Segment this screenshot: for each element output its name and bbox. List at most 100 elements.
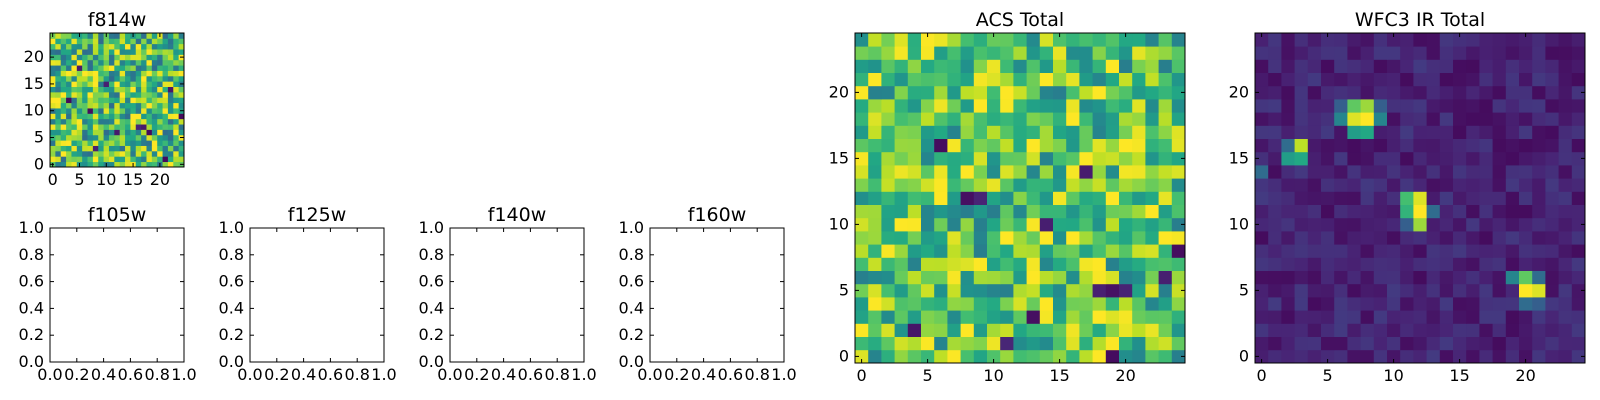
heatmap-cell — [1347, 59, 1361, 73]
heatmap-cell — [119, 43, 126, 50]
y-tick-label: 0.2 — [619, 325, 644, 344]
heatmap-cell — [98, 81, 104, 87]
heatmap-cell — [1373, 99, 1388, 113]
heatmap-cell — [66, 97, 72, 104]
heatmap-cell — [1360, 217, 1375, 232]
heatmap-cell — [130, 65, 137, 71]
heatmap-cell — [1158, 323, 1173, 337]
heatmap-cell — [1426, 297, 1441, 311]
heatmap-cell — [173, 81, 180, 87]
heatmap-cell — [855, 125, 869, 139]
heatmap-cell — [1281, 191, 1295, 205]
heatmap-cell — [1132, 217, 1146, 232]
x-tick-label: 0.6 — [118, 365, 143, 384]
heatmap-cell — [1307, 33, 1322, 47]
heatmap-cell — [108, 86, 115, 93]
heatmap-cell — [119, 49, 126, 55]
heatmap-cell — [1334, 33, 1348, 47]
heatmap-cell — [108, 118, 115, 125]
heatmap-cell — [60, 43, 67, 50]
heatmap-cell — [1066, 46, 1080, 60]
heatmap-cell — [1119, 59, 1133, 73]
heatmap-cell — [1158, 217, 1173, 232]
heatmap-cell — [114, 150, 121, 157]
heatmap-cell — [921, 204, 935, 219]
heatmap-cell — [1255, 112, 1269, 126]
heatmap-cell — [76, 43, 83, 50]
heatmap-cell — [1145, 72, 1159, 87]
heatmap-cell — [1321, 125, 1335, 139]
heatmap-cell — [55, 161, 62, 168]
heatmap-cell — [894, 283, 909, 298]
heatmap-cell — [1105, 138, 1120, 153]
heatmap-cell — [1373, 138, 1388, 153]
heatmap-cell — [141, 102, 147, 109]
heatmap-cell — [1453, 112, 1467, 126]
heatmap-cell — [960, 151, 975, 166]
heatmap-cell — [1145, 270, 1159, 285]
heatmap-cell — [1294, 270, 1309, 285]
heatmap-cell — [151, 33, 158, 39]
panel-title-wfc3-ir-total: WFC3 IR Total — [1355, 9, 1485, 31]
heatmap-cell — [1505, 231, 1520, 245]
heatmap-cell — [55, 65, 62, 71]
heatmap-cell — [141, 140, 147, 146]
heatmap-cell — [1000, 125, 1014, 139]
heatmap-cell — [960, 46, 975, 60]
heatmap-cell — [1066, 283, 1080, 298]
heatmap-cell — [1373, 46, 1388, 60]
heatmap-cell — [1571, 297, 1586, 311]
heatmap-cell — [894, 85, 909, 100]
heatmap-cell — [119, 113, 126, 120]
heatmap-cell — [108, 129, 115, 136]
heatmap-cell — [1268, 297, 1282, 311]
heatmap-cell — [1255, 46, 1269, 60]
y-tick-label: 0.4 — [19, 298, 44, 317]
heatmap-cell — [1387, 297, 1401, 311]
heatmap-cell — [1334, 165, 1348, 179]
heatmap-cell — [1294, 257, 1309, 271]
heatmap-cell — [157, 156, 163, 163]
heatmap-cell — [855, 217, 869, 232]
heatmap-cell — [1505, 283, 1520, 298]
heatmap-cell — [1373, 191, 1388, 205]
heatmap-cell — [894, 33, 909, 47]
heatmap-cell — [1268, 336, 1282, 351]
heatmap-cell — [1321, 112, 1335, 126]
heatmap-cell — [71, 140, 78, 146]
heatmap-cell — [1571, 217, 1586, 232]
y-ticks-f125w: 0.00.20.40.60.81.0 — [219, 218, 384, 371]
heatmap-cell — [973, 85, 988, 100]
heatmap-cell — [947, 231, 961, 245]
heatmap-cell — [1294, 165, 1309, 179]
heatmap-cell — [1321, 283, 1335, 298]
heatmap-cell — [167, 145, 174, 152]
heatmap-cell — [162, 33, 169, 39]
heatmap-cell — [1307, 231, 1322, 245]
heatmap-cell — [50, 38, 56, 45]
heatmap-cell — [1171, 270, 1186, 285]
heatmap-cell — [125, 161, 131, 168]
heatmap-cell — [108, 145, 115, 152]
heatmap-cell — [1373, 85, 1388, 100]
heatmap-cell — [87, 81, 94, 87]
heatmap-cell — [167, 129, 174, 136]
heatmap-cell — [987, 336, 1001, 351]
heatmap-cell — [76, 150, 83, 157]
heatmap-cell — [1321, 59, 1335, 73]
heatmap-cell — [146, 156, 153, 163]
heatmap-cell — [973, 217, 988, 232]
heatmap-cell — [934, 270, 948, 285]
heatmap-cell — [87, 97, 94, 104]
plot-frame-f125w — [249, 227, 385, 363]
heatmap-cell — [1268, 257, 1282, 271]
heatmap-cell — [92, 161, 99, 168]
heatmap-cell — [1145, 257, 1159, 271]
heatmap-cell — [50, 118, 56, 125]
heatmap-cell — [1466, 138, 1480, 153]
x-tick-label: 10 — [1383, 366, 1403, 385]
heatmap-cell — [973, 178, 988, 192]
heatmap-cell — [894, 204, 909, 219]
heatmap-cell — [987, 191, 1001, 205]
heatmap-cell — [868, 204, 882, 219]
